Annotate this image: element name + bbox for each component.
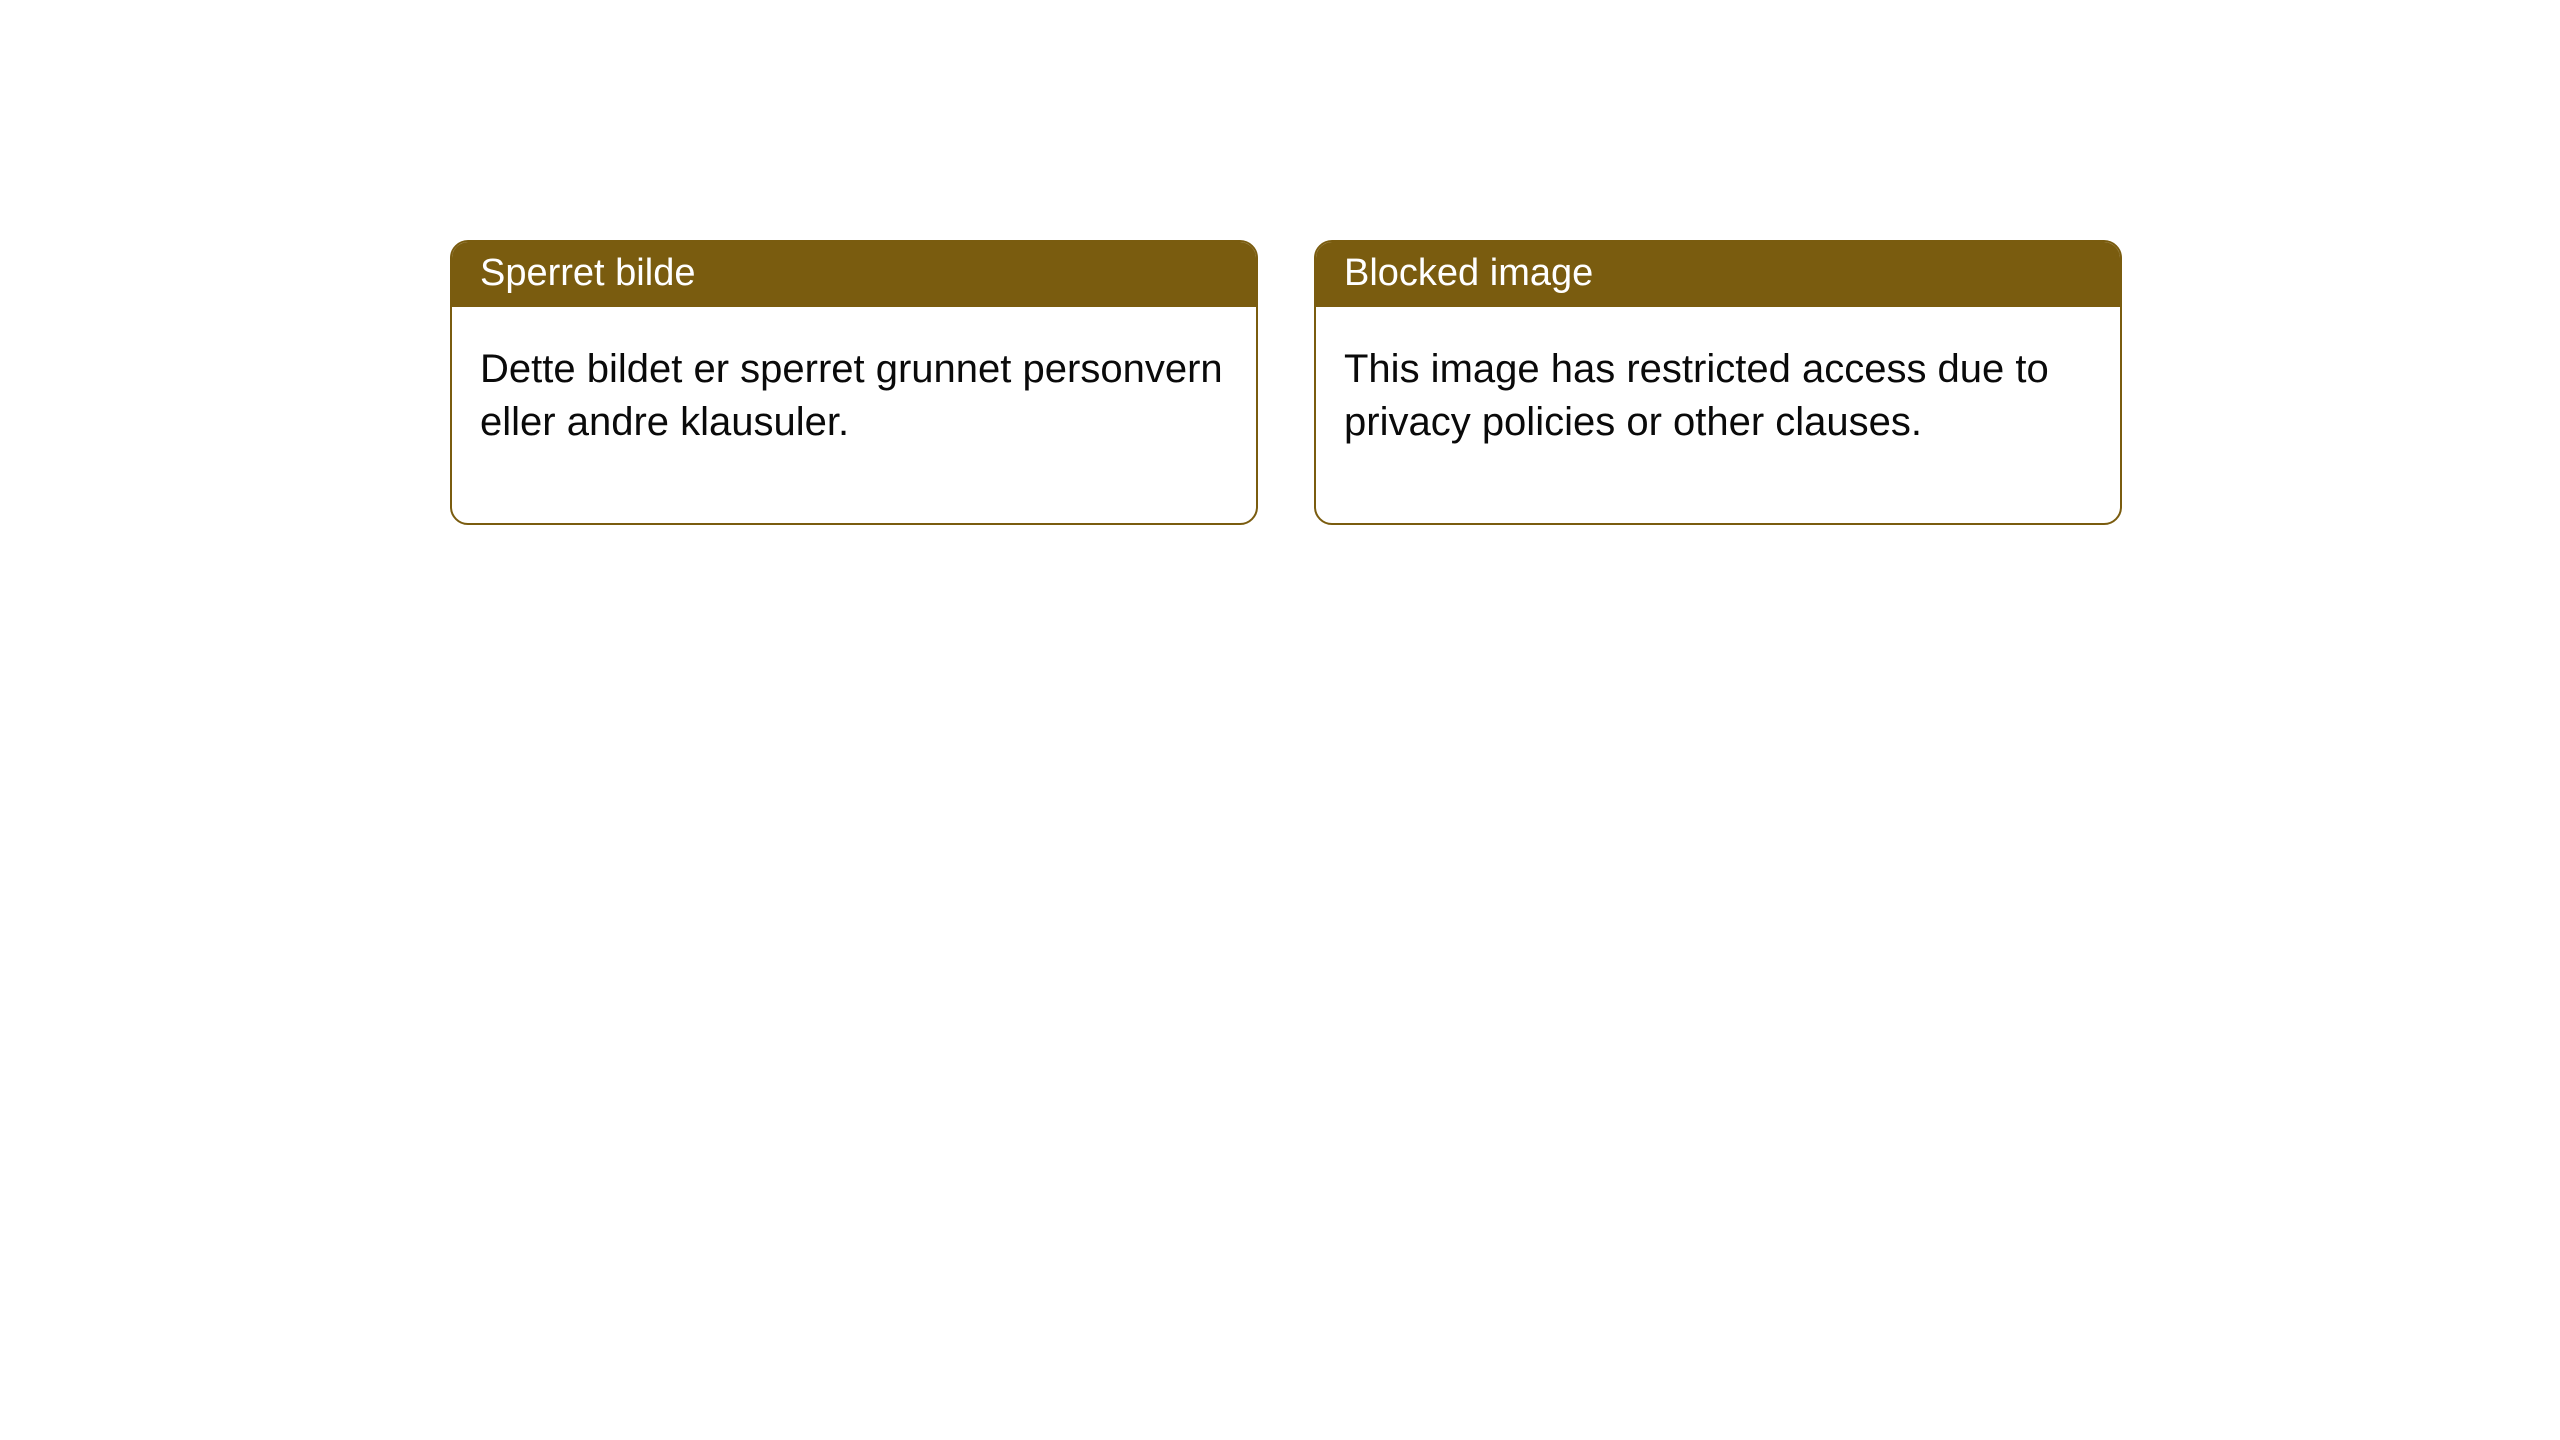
blocked-image-card-en: Blocked image This image has restricted …: [1314, 240, 2122, 525]
card-body-text: This image has restricted access due to …: [1316, 307, 2120, 523]
card-header: Sperret bilde: [452, 242, 1256, 307]
cards-container: Sperret bilde Dette bildet er sperret gr…: [0, 0, 2560, 525]
blocked-image-card-no: Sperret bilde Dette bildet er sperret gr…: [450, 240, 1258, 525]
card-header: Blocked image: [1316, 242, 2120, 307]
card-body-text: Dette bildet er sperret grunnet personve…: [452, 307, 1256, 523]
